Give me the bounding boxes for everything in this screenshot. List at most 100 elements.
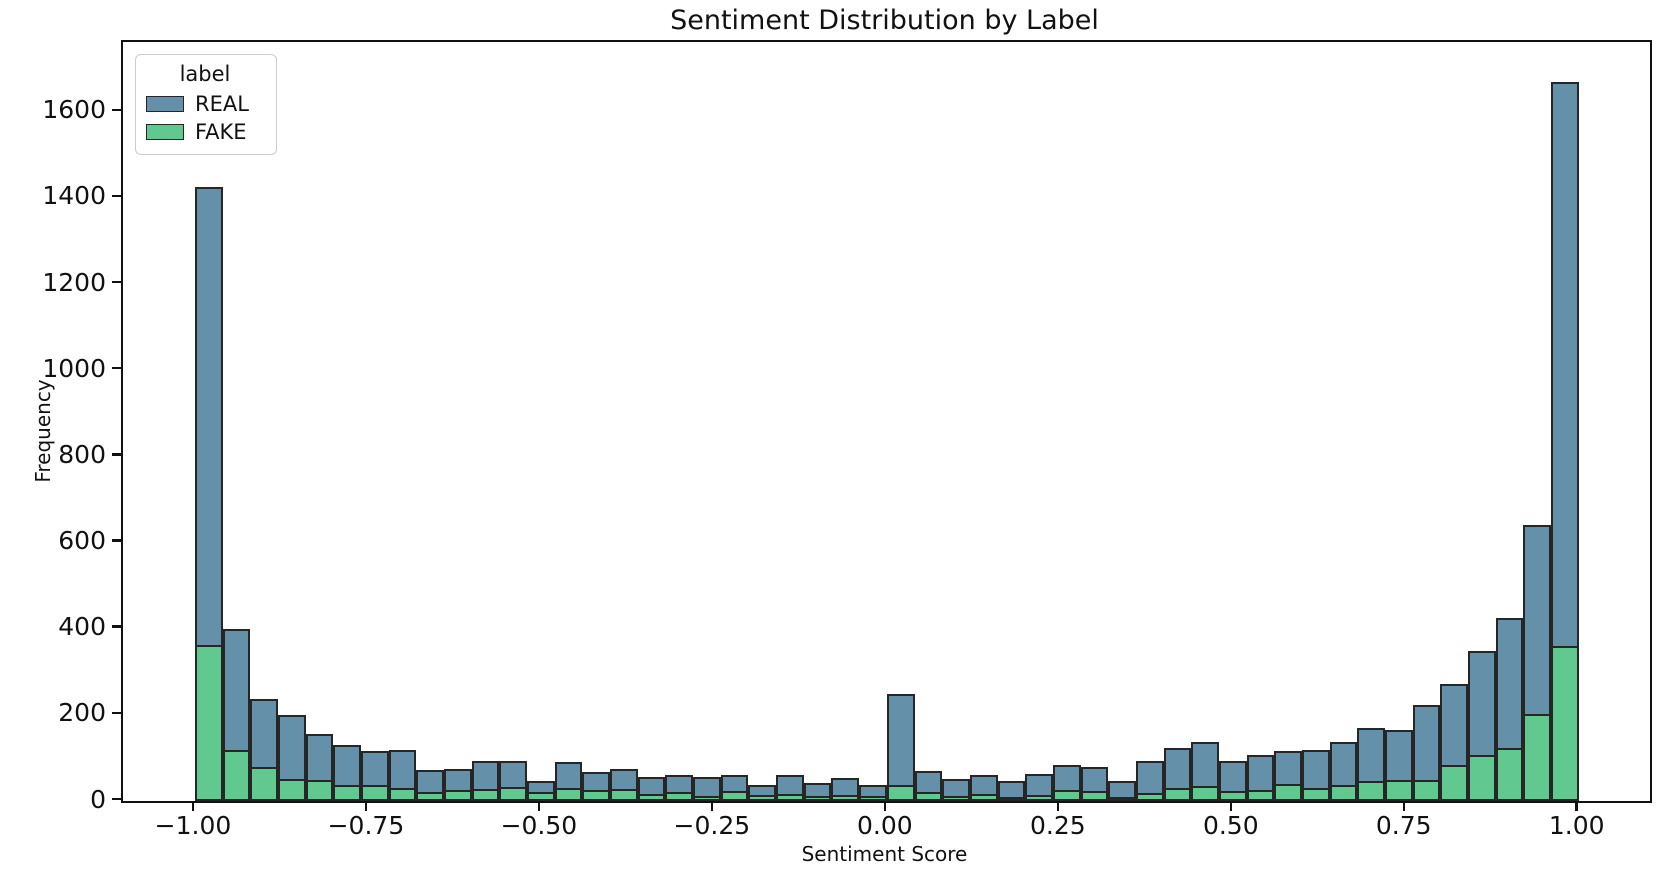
histogram-bar-fake <box>1440 764 1469 801</box>
histogram-bar-real <box>1495 617 1524 751</box>
histogram-bar-fake <box>222 750 251 801</box>
histogram-bar-real <box>610 768 638 791</box>
legend-swatch-icon <box>146 96 184 112</box>
legend-entries: REAL FAKE <box>146 90 264 146</box>
histogram-bar-fake <box>554 788 583 801</box>
histogram-bar-fake <box>610 788 638 801</box>
histogram-bar-fake <box>582 789 611 801</box>
histogram-bar-real <box>1080 767 1109 794</box>
histogram-bar-fake <box>1468 754 1496 801</box>
histogram-bar-fake <box>1108 796 1136 801</box>
histogram-bar-real <box>1468 651 1496 757</box>
histogram-bar-fake <box>1135 792 1164 801</box>
histogram-bar-fake <box>914 791 943 801</box>
histogram-bar-fake <box>748 794 777 801</box>
histogram-bar-real <box>277 714 306 782</box>
histogram-bar-fake <box>1523 714 1552 801</box>
histogram-bar-fake <box>969 794 998 801</box>
y-tick-label: 1200 <box>42 267 106 297</box>
histogram-bar-fake <box>720 791 749 801</box>
bars-layer <box>123 42 1650 801</box>
histogram-bar-real <box>1274 751 1302 786</box>
histogram-bar-real <box>886 694 915 788</box>
histogram-bar-fake <box>277 779 306 801</box>
histogram-bar-fake <box>1025 794 1053 801</box>
histogram-bar-fake <box>1357 781 1385 801</box>
x-tick-label: −0.25 <box>673 811 751 840</box>
y-tick-mark <box>112 366 121 370</box>
histogram-bar-real <box>1135 760 1164 795</box>
histogram-bar-real <box>1385 729 1413 782</box>
histogram-bar-real <box>693 776 721 798</box>
histogram-bar-real <box>333 745 361 788</box>
histogram-bar-fake <box>1329 785 1358 801</box>
histogram-bar-fake <box>803 796 832 801</box>
x-tick-label: −0.75 <box>327 811 405 840</box>
x-tick-label: 0.25 <box>1029 811 1086 840</box>
histogram-bar-fake <box>416 791 445 801</box>
histogram-bar-fake <box>527 791 555 801</box>
histogram-bar-real <box>1412 704 1441 782</box>
y-tick-label: 200 <box>58 698 106 728</box>
histogram-bar-real <box>1218 760 1247 794</box>
histogram-bar-fake <box>859 796 887 801</box>
histogram-bar-real <box>1551 81 1579 648</box>
y-tick-mark <box>112 453 121 456</box>
legend-entry-fake: FAKE <box>146 118 264 146</box>
histogram-bar-fake <box>333 785 361 801</box>
histogram-bar-fake <box>499 787 528 801</box>
histogram-bar-real <box>416 769 445 794</box>
histogram-bar-fake <box>194 645 223 801</box>
histogram-bar-fake <box>1080 791 1109 801</box>
y-axis-label: Frequency <box>31 379 55 483</box>
histogram-bar-fake <box>1301 788 1330 801</box>
histogram-bar-real <box>222 628 251 753</box>
legend-swatch-icon <box>146 124 184 140</box>
histogram-bar-real <box>250 698 278 770</box>
histogram-bar-fake <box>693 795 721 801</box>
legend-entry-label: REAL <box>195 92 249 116</box>
histogram-bar-fake <box>471 789 500 801</box>
chart-title: Sentiment Distribution by Label <box>670 5 1099 36</box>
histogram-bar-fake <box>1385 779 1413 801</box>
histogram-bar-real <box>1329 741 1358 788</box>
histogram-bar-fake <box>1052 790 1081 801</box>
x-tick-label: 0.50 <box>1202 811 1259 840</box>
histogram-bar-real <box>1052 764 1081 793</box>
y-tick-label: 1600 <box>42 95 106 125</box>
histogram-bar-fake <box>1163 788 1192 801</box>
histogram-bar-real <box>1163 748 1192 791</box>
histogram-bar-fake <box>1551 645 1579 801</box>
histogram-bar-real <box>305 734 334 783</box>
histogram-bar-real <box>914 770 943 794</box>
histogram-bar-real <box>969 775 998 797</box>
plot-area: label REAL FAKE <box>121 40 1652 803</box>
y-tick-mark <box>112 194 121 198</box>
histogram-bar-fake <box>997 797 1026 801</box>
histogram-bar-fake <box>942 795 970 801</box>
x-tick-label: 0.75 <box>1375 811 1432 840</box>
histogram-bar-fake <box>831 794 860 801</box>
histogram-bar-real <box>471 761 500 792</box>
y-tick-mark <box>112 711 121 715</box>
y-tick-mark <box>112 625 121 628</box>
y-tick-label: 600 <box>58 526 106 556</box>
histogram-bar-real <box>1523 524 1552 716</box>
histogram-bar-real <box>1025 773 1053 797</box>
x-tick-label: 0.00 <box>857 811 913 840</box>
histogram-bar-fake <box>361 785 389 801</box>
histogram-bar-real <box>499 760 528 790</box>
histogram-bar-fake <box>1495 748 1524 801</box>
histogram-bar-fake <box>1412 779 1441 801</box>
histogram-bar-real <box>444 769 472 793</box>
histogram-bar-fake <box>776 794 804 801</box>
x-tick-label: 1.00 <box>1548 811 1605 840</box>
y-tick-label: 400 <box>58 612 106 642</box>
histogram-bar-fake <box>444 790 472 801</box>
y-tick-label: 1400 <box>42 181 106 211</box>
x-tick-label: −0.50 <box>500 811 578 840</box>
histogram-bar-fake <box>665 791 694 801</box>
histogram-bar-real <box>1440 683 1469 767</box>
histogram-bar-real <box>388 750 417 791</box>
